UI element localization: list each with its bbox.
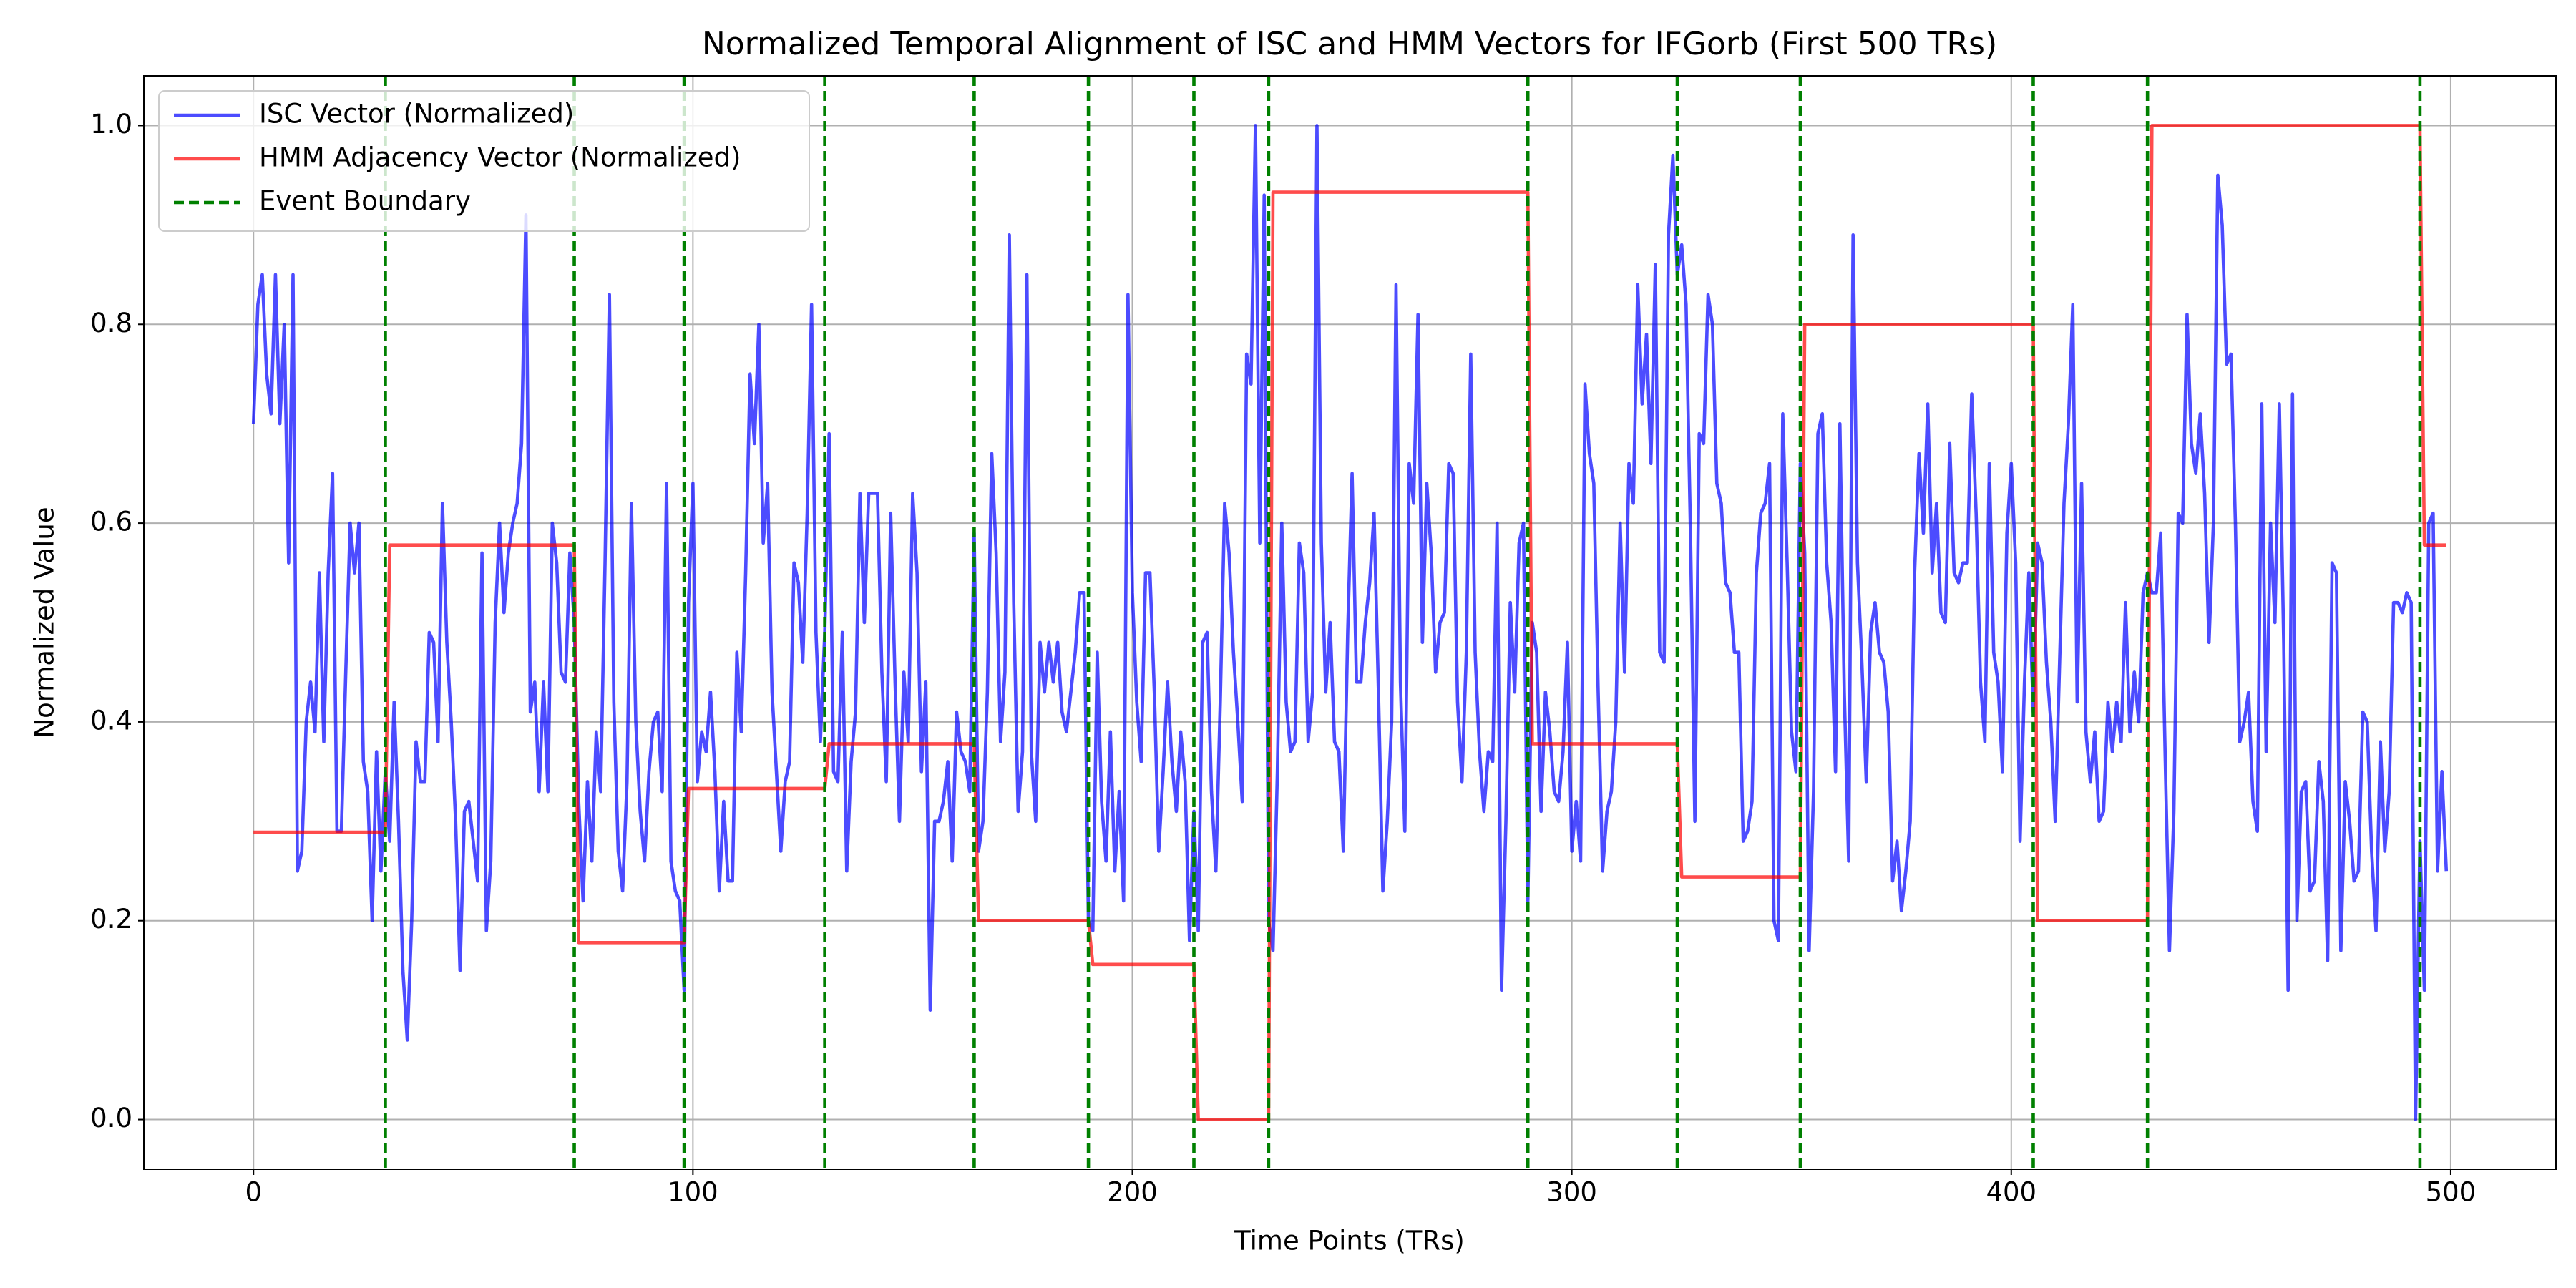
legend-label: Event Boundary	[259, 186, 471, 217]
x-tick-label: 400	[1986, 1177, 2036, 1208]
y-tick-label: 0.6	[90, 507, 132, 537]
x-tick-label: 500	[2426, 1177, 2477, 1208]
y-tick-label: 0.4	[90, 705, 132, 736]
y-tick-label: 0.2	[90, 904, 132, 935]
y-axis-label: Normalized Value	[29, 507, 60, 738]
axes: 0 100 200 300 400 500 0.0 0.2 0.4 0.6 0.8 1.0	[90, 75, 2557, 1208]
plot-area	[251, 76, 2449, 1169]
chart-title: Normalized Temporal Alignment of ISC and…	[702, 26, 1997, 62]
series-line	[251, 124, 2449, 1121]
series-line	[253, 124, 2446, 1121]
legend: ISC Vector (Normalized) HMM Adjacency Vec…	[158, 90, 810, 232]
y-tick-label: 0.0	[90, 1103, 132, 1133]
axes-frame	[143, 75, 2557, 1170]
legend-box	[158, 90, 810, 232]
x-axis-label: Time Points (TRs)	[1234, 1226, 1465, 1257]
x-tick-label: 200	[1107, 1177, 1158, 1208]
x-tick-label: 0	[245, 1177, 262, 1208]
x-tick-label: 300	[1546, 1177, 1597, 1208]
legend-label: ISC Vector (Normalized)	[259, 99, 574, 130]
x-tick-label: 100	[668, 1177, 718, 1208]
y-tick-label: 0.8	[90, 308, 132, 338]
legend-label: HMM Adjacency Vector (Normalized)	[259, 142, 741, 173]
y-tick-label: 1.0	[90, 109, 132, 140]
